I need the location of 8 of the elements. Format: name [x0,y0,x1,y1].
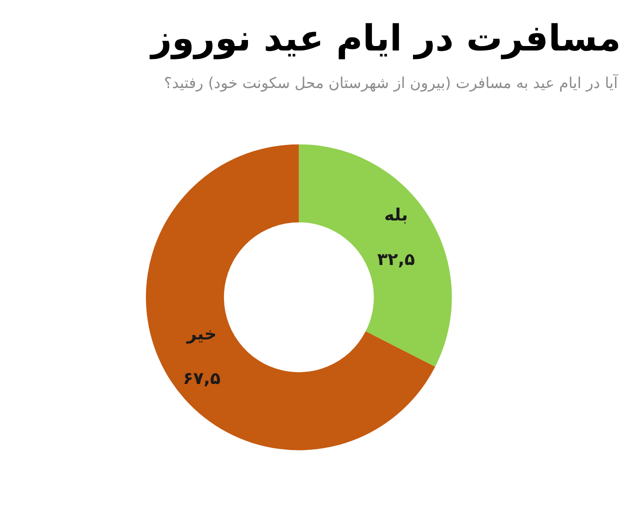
chart-title: مسافرت در ایام عید نوروز [149,18,621,60]
donut-slice [298,144,452,367]
data-label: ۶۷,۵ [182,368,221,389]
data-label: ۳۲,۵ [377,250,415,270]
slice-label: خیر [186,324,217,345]
chart-subtitle: آیا در ایام عید به مسافرت (بیرون از شهرستان محل سکونت خود) رفتید؟ [164,73,619,92]
donut-slice [146,144,436,450]
slice-label: بله [384,206,408,226]
